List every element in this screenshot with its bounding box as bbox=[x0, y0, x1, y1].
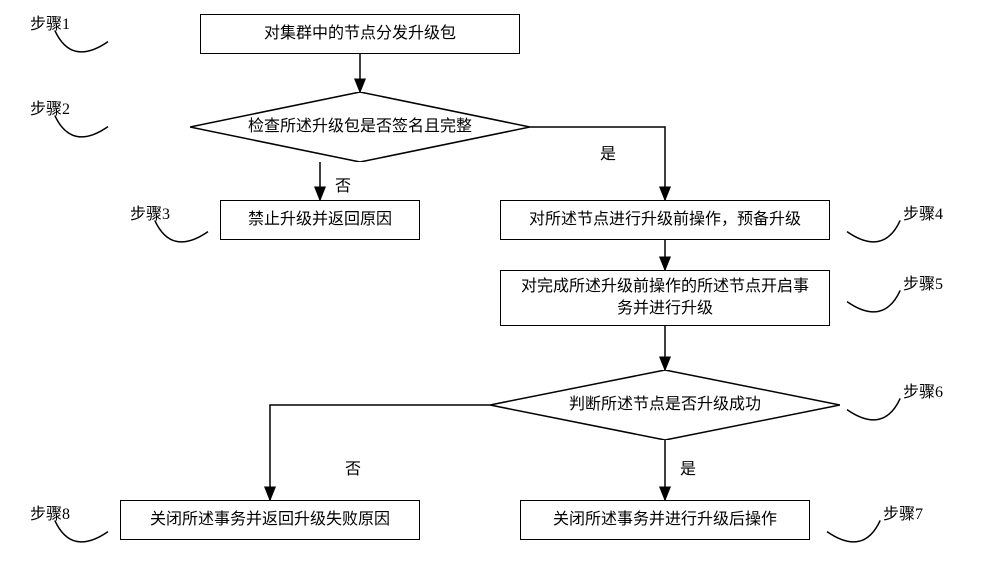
flowchart-n8: 关闭所述事务并返回升级失败原因 bbox=[120, 500, 420, 540]
node-text: 关闭所述事务并返回升级失败原因 bbox=[150, 509, 390, 531]
step-label-s1: 步骤1 bbox=[30, 10, 70, 34]
node-text: 对集群中的节点分发升级包 bbox=[264, 23, 456, 45]
step-label-s6: 步骤6 bbox=[903, 378, 943, 402]
flowchart-n1: 对集群中的节点分发升级包 bbox=[200, 14, 520, 54]
step-label-s5: 步骤5 bbox=[903, 270, 943, 294]
edge-label: 是 bbox=[600, 140, 616, 164]
step-label-s3: 步骤3 bbox=[130, 200, 170, 224]
node-text: 对完成所述升级前操作的所述节点开启事务并进行升级 bbox=[521, 276, 809, 321]
edge-label: 否 bbox=[335, 172, 351, 196]
node-text: 禁止升级并返回原因 bbox=[248, 209, 392, 231]
edge-n2-n4 bbox=[530, 127, 665, 200]
step-label-s7: 步骤7 bbox=[883, 500, 923, 524]
flowchart-n4: 对所述节点进行升级前操作，预备升级 bbox=[500, 200, 830, 240]
edge-label: 否 bbox=[345, 455, 361, 479]
flowchart-n7: 关闭所述事务并进行升级后操作 bbox=[520, 500, 810, 540]
step-label-s2: 步骤2 bbox=[30, 95, 70, 119]
step-arc-s4 bbox=[847, 220, 900, 242]
step-arc-s6 bbox=[847, 398, 900, 420]
node-text: 对所述节点进行升级前操作，预备升级 bbox=[529, 209, 801, 231]
flowchart-n2: 检查所述升级包是否签名且完整 bbox=[190, 92, 530, 162]
edge-n6-n8 bbox=[270, 405, 490, 500]
node-text: 关闭所述事务并进行升级后操作 bbox=[553, 509, 777, 531]
flowchart-n6: 判断所述节点是否升级成功 bbox=[490, 370, 840, 440]
edge-label: 是 bbox=[680, 455, 696, 479]
step-label-s4: 步骤4 bbox=[903, 200, 943, 224]
node-text: 检查所述升级包是否签名且完整 bbox=[248, 117, 472, 138]
step-label-s8: 步骤8 bbox=[30, 500, 70, 524]
step-arc-s7 bbox=[827, 520, 880, 542]
flowchart-n5: 对完成所述升级前操作的所述节点开启事务并进行升级 bbox=[500, 270, 830, 326]
step-arc-s5 bbox=[847, 290, 900, 312]
node-text: 判断所述节点是否升级成功 bbox=[569, 395, 761, 416]
flowchart-n3: 禁止升级并返回原因 bbox=[220, 200, 420, 240]
